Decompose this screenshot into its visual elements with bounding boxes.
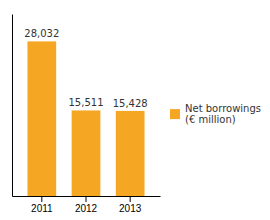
x-tick-label: 2012 [75, 203, 98, 214]
x-tick-label: 2013 [119, 203, 142, 214]
data-label: 28,032 [24, 28, 59, 39]
y-axis [12, 15, 13, 197]
data-label: 15,428 [113, 98, 148, 109]
x-axis: 2011 2012 2013 [13, 196, 161, 214]
x-tick-label: 2011 [31, 203, 53, 214]
legend-swatch [170, 109, 180, 119]
x-tick: 2012 [75, 196, 98, 214]
plot: 2011 2012 2013 28,032 15,511 15,428 [13, 15, 161, 215]
x-tick-mark [86, 196, 87, 202]
y-axis-line [12, 15, 13, 197]
x-tick: 2011 [31, 196, 53, 214]
bar [27, 41, 56, 196]
x-tick: 2013 [119, 196, 142, 214]
bar [72, 110, 101, 196]
legend-label: Net borrowings(€ million) [185, 103, 261, 126]
chart: 2011 2012 2013 28,032 15,511 15,428 Net borrow… [0, 0, 270, 220]
legend: Net borrowings(€ million) [170, 103, 261, 126]
x-tick-mark [41, 196, 42, 202]
data-labels: 28,032 15,511 15,428 [24, 28, 147, 109]
data-label: 15,511 [69, 97, 104, 108]
bar [116, 111, 145, 196]
legend-item: Net borrowings(€ million) [170, 103, 261, 126]
x-tick-mark [130, 196, 131, 202]
bars [27, 41, 144, 196]
